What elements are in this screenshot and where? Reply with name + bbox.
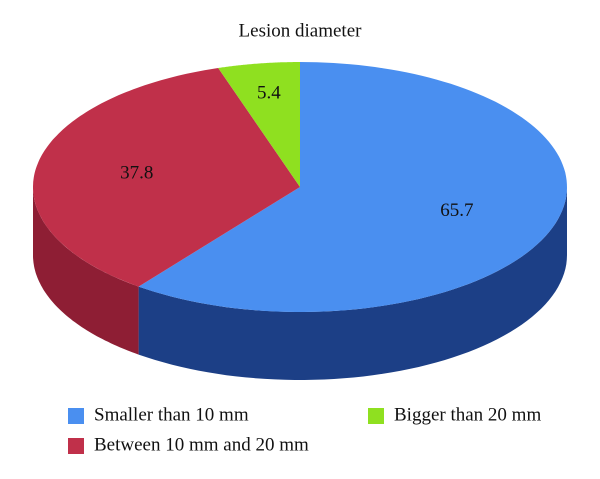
data-label: 37.8 [120, 162, 153, 183]
legend-swatch [68, 408, 84, 424]
data-label: 65.7 [440, 200, 473, 221]
slice [218, 62, 300, 187]
legend-swatch [368, 408, 384, 424]
legend-label: Smaller than 10 mm [94, 404, 249, 425]
slice [33, 68, 300, 287]
slice [138, 62, 567, 312]
slice-side [138, 187, 567, 380]
data-label: 5.4 [257, 83, 281, 104]
legend-label: Between 10 mm and 20 mm [94, 434, 309, 455]
legend-label: Bigger than 20 mm [394, 404, 541, 425]
legend-swatch [68, 438, 84, 454]
slice-side [33, 187, 139, 355]
chart-title: Lesion diameter [239, 20, 363, 41]
